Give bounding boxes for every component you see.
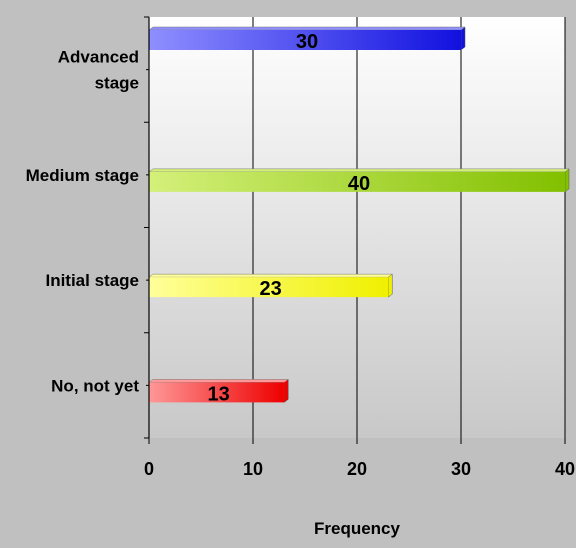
y-category-label: Initial stage xyxy=(45,271,139,290)
y-category-label-line: Initial stage xyxy=(45,271,139,290)
y-category-label-line: No, not yet xyxy=(51,376,139,395)
data-label: 13 xyxy=(207,383,229,405)
bar-front xyxy=(149,277,389,298)
bar-front xyxy=(149,30,461,50)
bar-advanced-stage xyxy=(148,26,466,51)
x-tick-label: 30 xyxy=(451,459,471,479)
bar-side xyxy=(283,378,289,403)
y-category-label-line: Advanced xyxy=(58,48,139,67)
x-tick-label: 20 xyxy=(347,459,367,479)
x-tick-label: 40 xyxy=(555,459,575,479)
axes xyxy=(144,16,566,444)
bar-side xyxy=(564,168,570,193)
y-category-label-line: Medium stage xyxy=(26,166,139,185)
bar-front xyxy=(149,171,565,192)
data-label: 30 xyxy=(296,31,318,53)
bars xyxy=(148,26,570,403)
grid-lines xyxy=(252,17,566,438)
bar-medium-stage xyxy=(148,168,570,193)
labels: 0 10 20 30 40 30 Advanced stage 40 Medium stage 23… xyxy=(26,31,575,479)
bar-no-not-yet xyxy=(148,378,289,403)
bar-front xyxy=(149,382,285,403)
bar-side xyxy=(460,26,466,51)
x-axis-title: Frequency xyxy=(314,519,401,538)
y-category-label: No, not yet xyxy=(51,376,139,395)
bar-top xyxy=(148,273,393,278)
x-tick-label: 0 xyxy=(144,459,154,479)
y-category-label: Advanced stage xyxy=(58,48,139,93)
bar-initial-stage xyxy=(148,273,393,298)
bar-top xyxy=(148,379,289,383)
y-category-label: Medium stage xyxy=(26,166,139,185)
data-label: 40 xyxy=(348,173,370,195)
x-tick-label: 10 xyxy=(243,459,263,479)
bar-side xyxy=(387,273,393,298)
bar-top xyxy=(148,26,466,31)
bar-top xyxy=(148,168,570,173)
data-label: 23 xyxy=(259,278,281,300)
y-category-label-line: stage xyxy=(95,74,139,93)
